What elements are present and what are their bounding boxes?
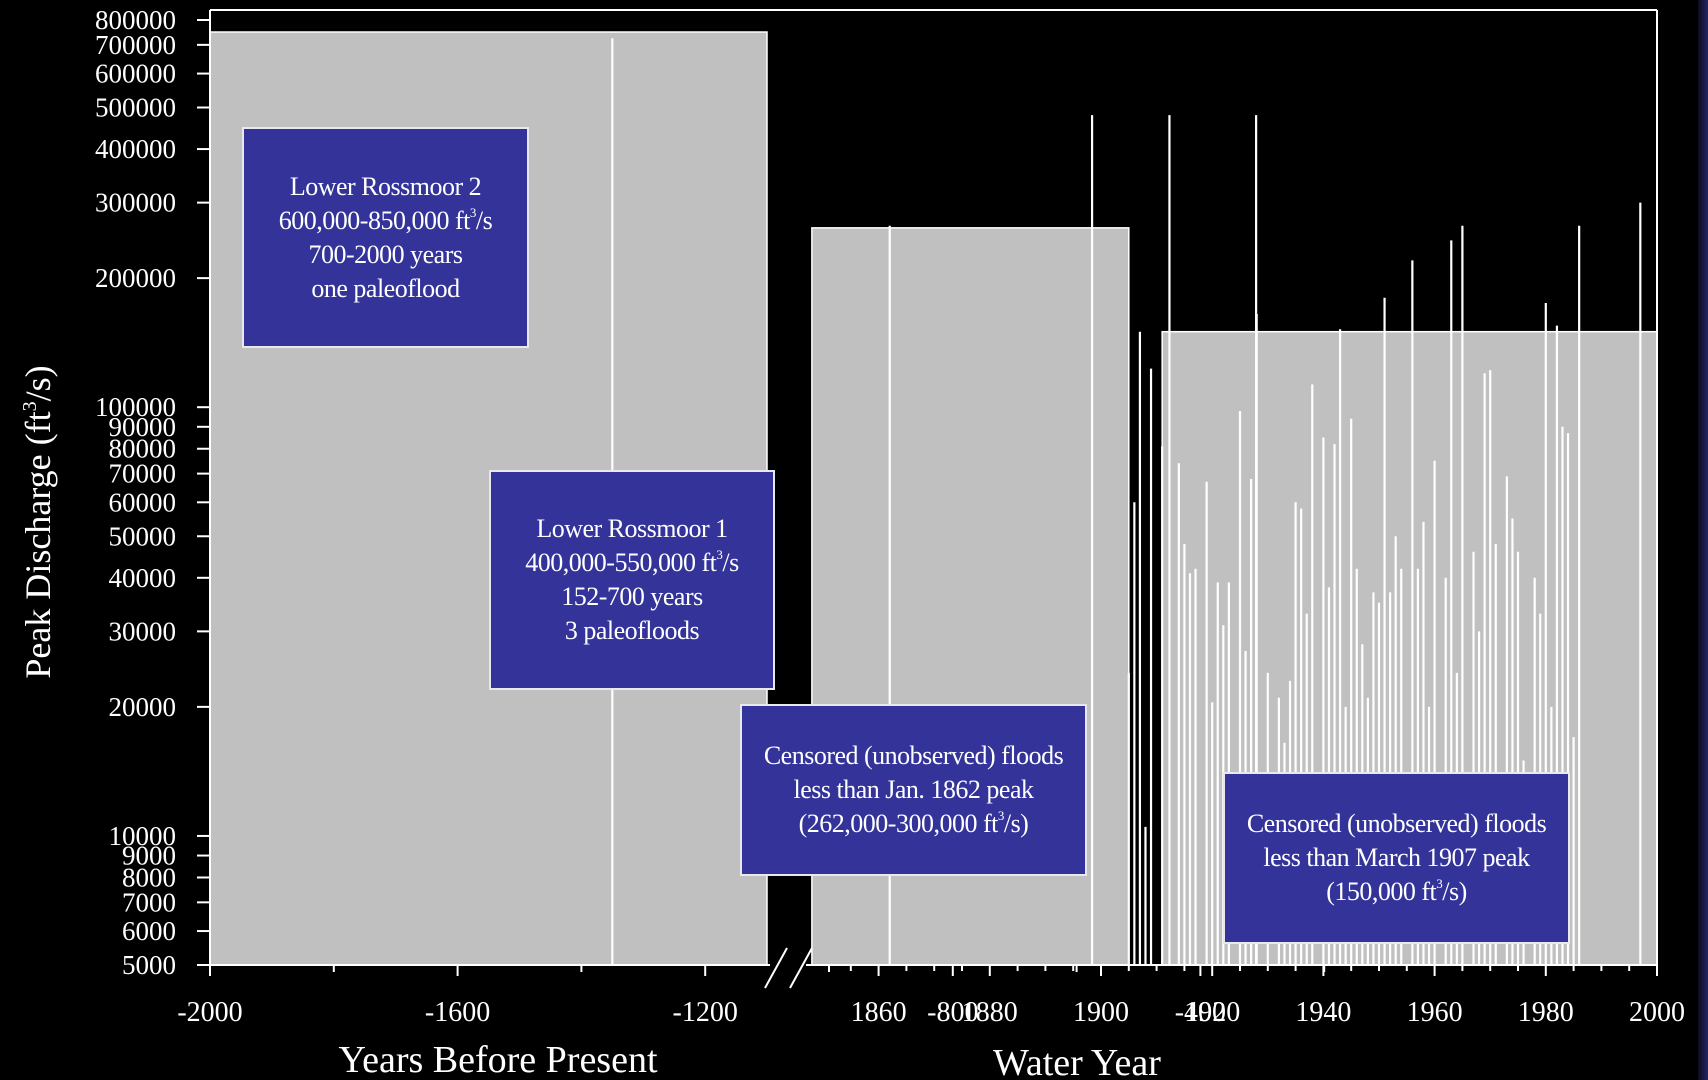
x-tick-label: -400 <box>1175 997 1226 1028</box>
annotation-superscript: 3 <box>997 808 1005 823</box>
annotation-line: 152-700 years <box>561 582 703 611</box>
annotation-superscript: 3 <box>716 547 723 562</box>
annotation-lower-rossmoor-1: Lower Rossmoor 1 400,000-550,000 ft3/s 152… <box>489 470 775 690</box>
y-tick-label: 700000 <box>95 30 176 60</box>
y-tick-label: 50000 <box>109 521 177 551</box>
slide-edge-gradient <box>1698 0 1708 1080</box>
y-tick-label: 800000 <box>95 5 176 35</box>
annotation-line: Censored (unobserved) floods <box>1246 809 1547 838</box>
y-tick-label: 90000 <box>109 412 177 442</box>
x-axis-label-water-year: Water Year <box>993 1042 1161 1080</box>
annotation-superscript: 3 <box>469 204 477 220</box>
annotation-line: Lower Rossmoor 2 <box>289 171 482 201</box>
annotation-superscript: 3 <box>1436 876 1443 891</box>
x-tick-label: 1920 <box>1184 997 1240 1028</box>
axes: -2000 -1600 -1200 -800 -400 1860 1880 1900 1920 1… <box>95 5 1685 1028</box>
annotation-lower-rossmoor-2: Lower Rossmoor 2 600,000-850,000 ft3/s 700… <box>242 127 529 348</box>
y-tick-label: 7000 <box>122 887 176 917</box>
annotation-line: one paleoflood <box>311 273 460 303</box>
y-tick-label: 100000 <box>95 392 176 422</box>
annotation-line: (262,000-300,000 ft3/s) <box>798 808 1029 838</box>
y-axis-label-text: Peak Discharge (ft <box>18 411 58 678</box>
y-tick-label: 40000 <box>109 563 177 593</box>
y-axis-label: Peak Discharge (ft3/s) <box>18 365 58 678</box>
x-tick-label: -2000 <box>177 997 242 1028</box>
x-tick-label: 1860 <box>851 997 907 1028</box>
annotation-censored-1907: Censored (unobserved) floods less than Ma… <box>1223 772 1570 944</box>
y-tick-label: 8000 <box>122 862 176 892</box>
y-tick-label: 500000 <box>95 93 176 123</box>
x-tick-label: -800 <box>927 997 978 1028</box>
x-tick-label: 1960 <box>1407 997 1463 1028</box>
y-tick-label: 70000 <box>109 459 177 489</box>
x-tick-label: 1900 <box>1073 997 1129 1028</box>
x-tick-label: -1200 <box>673 997 738 1028</box>
y-tick-label: 60000 <box>109 487 177 517</box>
x-tick-label: 1940 <box>1295 997 1351 1028</box>
axis-break-mark <box>789 947 813 989</box>
annotation-line: 3 paleofloods <box>564 616 700 645</box>
annotation-censored-1862: Censored (unobserved) floods less than Ja… <box>740 704 1087 876</box>
x-tick-label: 2000 <box>1629 997 1685 1028</box>
y-tick-label: 6000 <box>122 916 176 946</box>
y-tick-label: 80000 <box>109 434 177 464</box>
y-tick-label: 300000 <box>95 188 176 218</box>
annotation-line: less than Jan. 1862 peak <box>793 775 1034 804</box>
y-tick-label: 400000 <box>95 134 176 164</box>
x-axis-label-years-before-present: Years Before Present <box>338 1039 658 1080</box>
annotation-line: Lower Rossmoor 1 <box>536 514 728 543</box>
y-tick-label: 30000 <box>109 616 177 646</box>
y-tick-label: 20000 <box>109 692 177 722</box>
y-tick-label: 9000 <box>122 841 176 871</box>
y-tick-label: 10000 <box>109 821 177 851</box>
annotation-line: 400,000-550,000 ft3/s <box>525 547 739 577</box>
x-tick-label: 1980 <box>1518 997 1574 1028</box>
axis-break-mark <box>764 947 788 989</box>
annotation-line: less than March 1907 peak <box>1263 843 1530 872</box>
annotation-line: Censored (unobserved) floods <box>763 741 1064 770</box>
y-axis-label-superscript: 3 <box>19 401 41 411</box>
x-tick-label: 1880 <box>962 997 1018 1028</box>
x-tick-label: -1600 <box>425 997 490 1028</box>
y-tick-label: 200000 <box>95 263 176 293</box>
annotation-line: (150,000 ft3/s) <box>1326 876 1467 906</box>
annotation-line: 600,000-850,000 ft3/s <box>278 204 493 235</box>
y-tick-label: 5000 <box>122 950 176 980</box>
annotation-line: 700-2000 years <box>308 239 463 269</box>
y-tick-label: 600000 <box>95 59 176 89</box>
y-axis-label-suffix: /s) <box>18 365 58 401</box>
